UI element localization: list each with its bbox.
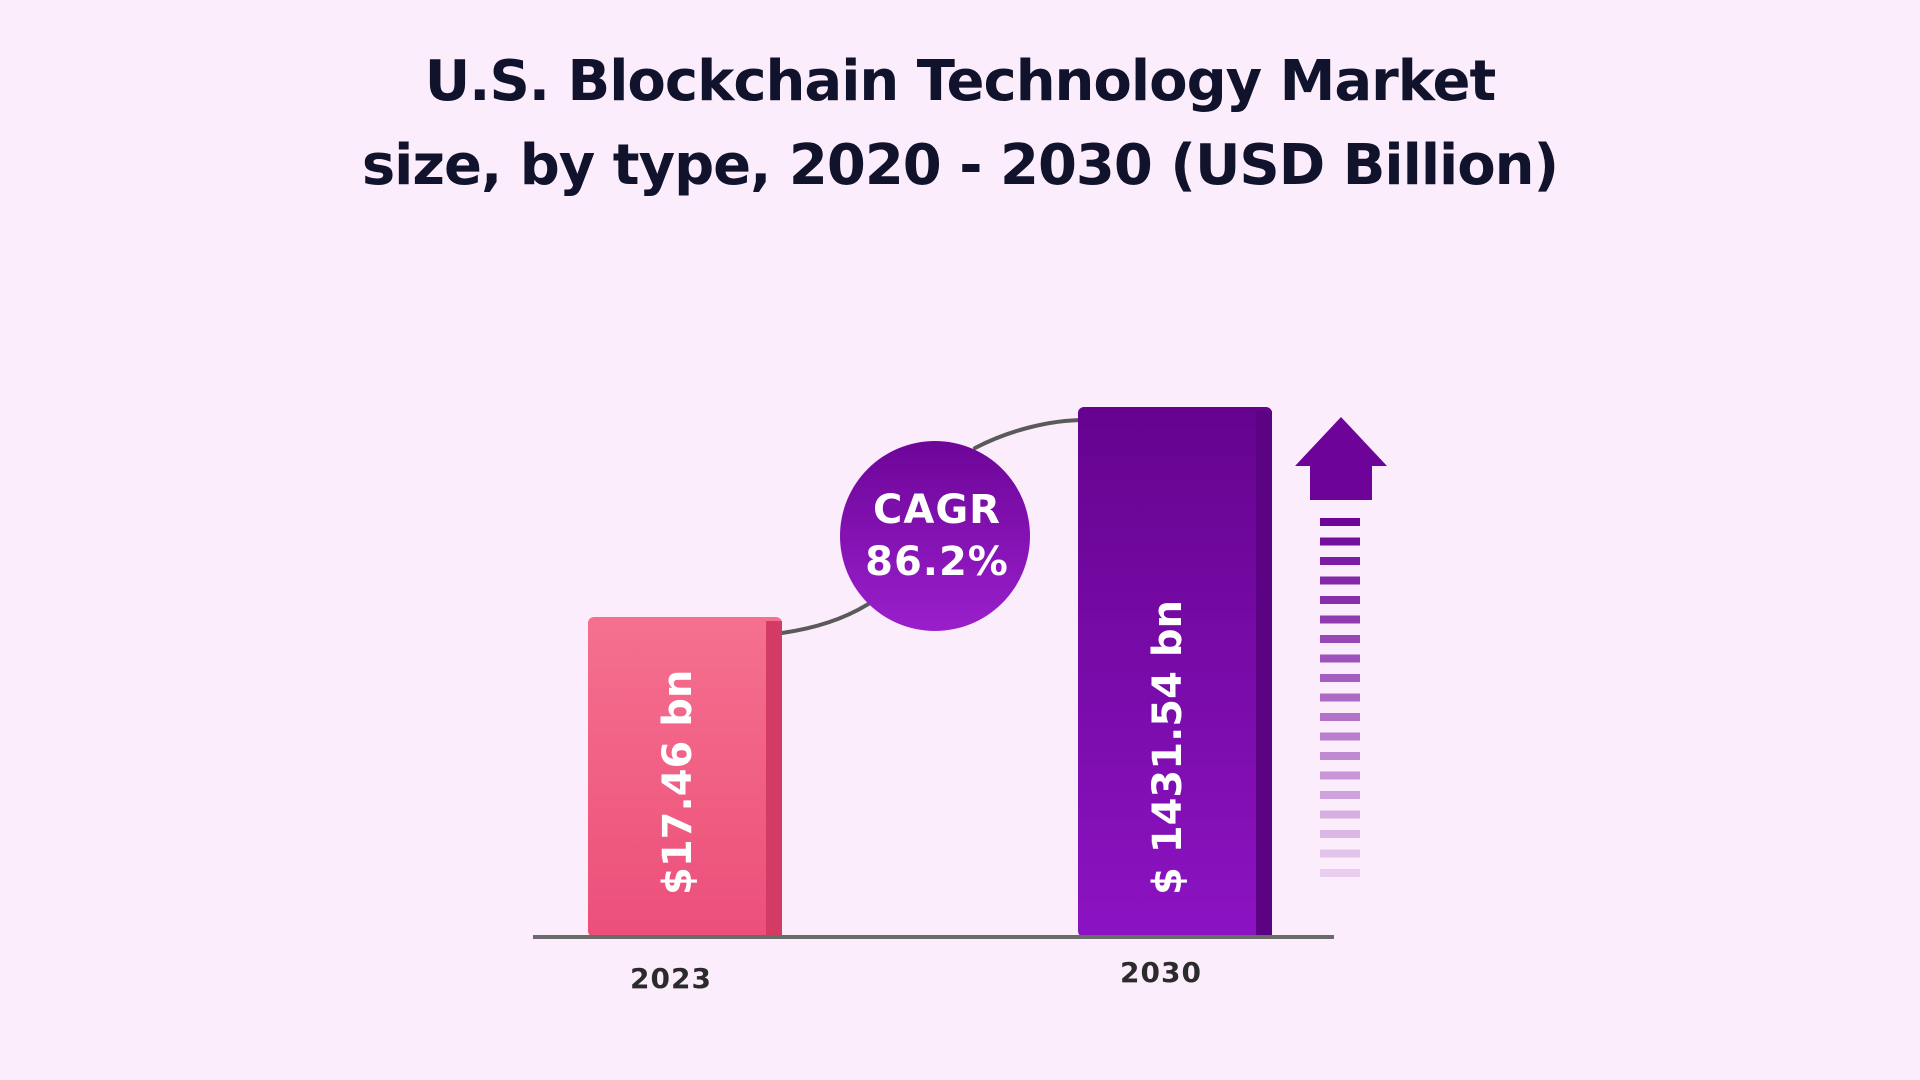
arrow-dash bbox=[1320, 791, 1360, 799]
arrow-dash bbox=[1320, 732, 1360, 741]
arrow-dash bbox=[1320, 713, 1360, 721]
cagr-circle bbox=[840, 441, 1030, 631]
bar-2023: $17.46 bn bbox=[588, 617, 782, 937]
bar-side-2023 bbox=[766, 621, 782, 937]
x-tick-2030: 2030 bbox=[1120, 956, 1202, 989]
arrow-dash bbox=[1320, 615, 1360, 624]
cagr-badge: CAGR 86.2% bbox=[840, 441, 1030, 631]
arrow-dash bbox=[1320, 771, 1360, 780]
arrow-dash bbox=[1320, 576, 1360, 585]
arrow-dash bbox=[1320, 635, 1360, 643]
bar-side-2030 bbox=[1256, 411, 1272, 937]
growth-arrow-icon bbox=[1295, 417, 1387, 877]
arrow-dash bbox=[1320, 693, 1360, 702]
cagr-label: CAGR bbox=[873, 487, 1001, 533]
arrow-dash bbox=[1320, 557, 1360, 565]
arrow-dash bbox=[1320, 654, 1360, 663]
chart-title: U.S. Blockchain Technology Market size, … bbox=[0, 40, 1920, 208]
bar-2030: $ 1431.54 bn bbox=[1078, 407, 1272, 937]
arrow-dash bbox=[1320, 596, 1360, 604]
bar-rect-2023 bbox=[588, 617, 782, 937]
bar-rect-2030 bbox=[1078, 407, 1272, 937]
chart-title-line-2: size, by type, 2020 - 2030 (USD Billion) bbox=[361, 133, 1559, 198]
chart-title-line-1: U.S. Blockchain Technology Market bbox=[424, 49, 1497, 114]
bars-layer: $17.46 bn 2023 $ 1431.54 bn 2030 bbox=[588, 407, 1272, 995]
arrow-dash bbox=[1320, 830, 1360, 838]
data-label-2023: $17.46 bn bbox=[655, 670, 701, 895]
arrow-dash bbox=[1320, 869, 1360, 877]
arrow-dash bbox=[1320, 752, 1360, 760]
arrow-dash bbox=[1320, 518, 1360, 526]
arrow-dash bbox=[1320, 810, 1360, 819]
arrow-dash bbox=[1320, 537, 1360, 546]
data-label-2030: $ 1431.54 bn bbox=[1145, 600, 1191, 895]
arrow-dash bbox=[1320, 674, 1360, 682]
arrow-dash bbox=[1320, 849, 1360, 858]
cagr-value: 86.2% bbox=[865, 539, 1009, 585]
x-tick-2023: 2023 bbox=[630, 962, 712, 995]
